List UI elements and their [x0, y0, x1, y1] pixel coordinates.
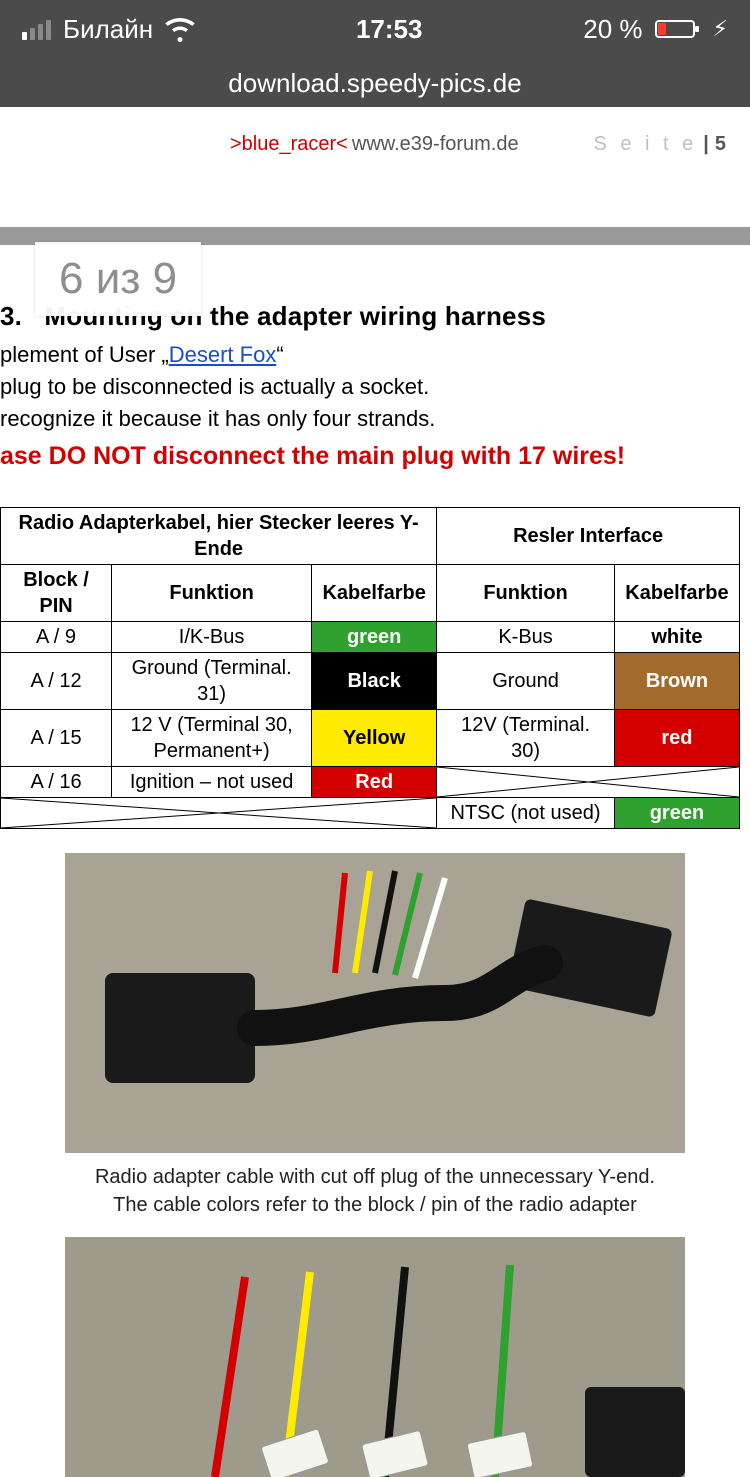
charging-icon: ⚡︎	[713, 16, 728, 42]
status-right: 20 % ⚡︎	[583, 14, 728, 45]
user-link[interactable]: Desert Fox	[169, 342, 277, 367]
warning-text: ase DO NOT disconnect the main plug with…	[0, 442, 750, 471]
group-header-right: Resler Interface	[437, 508, 740, 565]
photo-wire-labels	[65, 1237, 685, 1477]
table-row: Block / PIN Funktion Kabelfarbe Funktion…	[1, 565, 740, 622]
pdf-page-counter-text: 6 из 9	[59, 254, 177, 303]
page-label-sep: |	[703, 133, 709, 156]
cell-funktion: Ground (Terminal. 31)	[112, 653, 312, 710]
author-label: >blue_racer<	[230, 133, 348, 156]
page-label-word: S e i t e	[593, 133, 697, 156]
cell-funktion: I/K-Bus	[112, 622, 312, 653]
caption-line: The cable colors refer to the block / pi…	[113, 1194, 637, 1216]
cell-block: A / 15	[1, 710, 112, 767]
col-kabelfarbe: Kabelfarbe	[312, 565, 437, 622]
table-row: A / 12Ground (Terminal. 31)BlackGroundBr…	[1, 653, 740, 710]
clock-label: 17:53	[356, 14, 423, 45]
text-frag: “	[276, 342, 283, 367]
doc-header-line: >blue_racer< www.e39-forum.de S e i t e …	[0, 107, 750, 166]
battery-icon	[655, 18, 701, 40]
table-row: Radio Adapterkabel, hier Stecker leeres …	[1, 508, 740, 565]
carrier-label: Билайн	[63, 14, 153, 45]
cell-kabelfarbe: Red	[312, 767, 437, 798]
cell-block: A / 12	[1, 653, 112, 710]
section-number: 3.	[0, 301, 22, 331]
cell-kabelfarbe: red	[614, 710, 739, 767]
group-header-left: Radio Adapterkabel, hier Stecker leeres …	[1, 508, 437, 565]
caption-line: Radio adapter cable with cut off plug of…	[95, 1166, 655, 1188]
status-left: Билайн	[22, 14, 195, 45]
cell-funktion: 12 V (Terminal 30, Permanent+)	[112, 710, 312, 767]
page-number: 5	[715, 133, 726, 156]
cell-funktion-r: NTSC (not used)	[437, 798, 615, 829]
photo-harness	[65, 853, 685, 1153]
crossed-cell	[437, 767, 740, 798]
col-funktion-r: Funktion	[437, 565, 615, 622]
cell-kabelfarbe: Brown	[614, 653, 739, 710]
url-text: download.speedy-pics.de	[228, 68, 521, 99]
doc-header-band: >blue_racer< www.e39-forum.de S e i t e …	[0, 107, 750, 227]
table-row: A / 16Ignition – not usedRed	[1, 767, 740, 798]
col-block: Block / PIN	[1, 565, 112, 622]
cell-block: A / 16	[1, 767, 112, 798]
col-kabelfarbe-r: Kabelfarbe	[614, 565, 739, 622]
table-row: A / 9I/K-BusgreenK-Buswhite	[1, 622, 740, 653]
table-row: A / 1512 V (Terminal 30, Permanent+)Yell…	[1, 710, 740, 767]
cell-kabelfarbe: green	[312, 622, 437, 653]
cell-kabelfarbe: white	[614, 622, 739, 653]
document-viewport[interactable]: >blue_racer< www.e39-forum.de S e i t e …	[0, 107, 750, 1477]
crossed-cell	[1, 798, 437, 829]
cell-block: A / 9	[1, 622, 112, 653]
battery-pct-label: 20 %	[583, 14, 642, 45]
table-row: NTSC (not used) green	[1, 798, 740, 829]
pdf-page-counter: 6 из 9	[35, 242, 201, 316]
wifi-icon	[165, 14, 195, 44]
wiring-table: Radio Adapterkabel, hier Stecker leeres …	[0, 507, 740, 829]
text-line-1: plement of User „Desert Fox“	[0, 340, 750, 370]
text-frag: plement of User „	[0, 342, 169, 367]
cell-signal-icon	[22, 18, 51, 40]
cell-kabelfarbe: Yellow	[312, 710, 437, 767]
text-line-2: plug to be disconnected is actually a so…	[0, 372, 750, 402]
cell-funktion-r: 12V (Terminal. 30)	[437, 710, 615, 767]
col-funktion: Funktion	[112, 565, 312, 622]
photo-caption-1: Radio adapter cable with cut off plug of…	[55, 1163, 695, 1219]
text-line-3: recognize it because it has only four st…	[0, 404, 750, 434]
safari-url-bar[interactable]: download.speedy-pics.de	[0, 58, 750, 107]
doc-body: 3. Mounting on the adapter wiring harnes…	[0, 245, 750, 1477]
cell-kabelfarbe-r: green	[614, 798, 739, 829]
ios-status-bar: Билайн 17:53 20 % ⚡︎	[0, 0, 750, 58]
cell-kabelfarbe: Black	[312, 653, 437, 710]
cell-funktion: Ignition – not used	[112, 767, 312, 798]
site-label: www.e39-forum.de	[352, 133, 519, 156]
cell-funktion-r: Ground	[437, 653, 615, 710]
cell-funktion-r: K-Bus	[437, 622, 615, 653]
